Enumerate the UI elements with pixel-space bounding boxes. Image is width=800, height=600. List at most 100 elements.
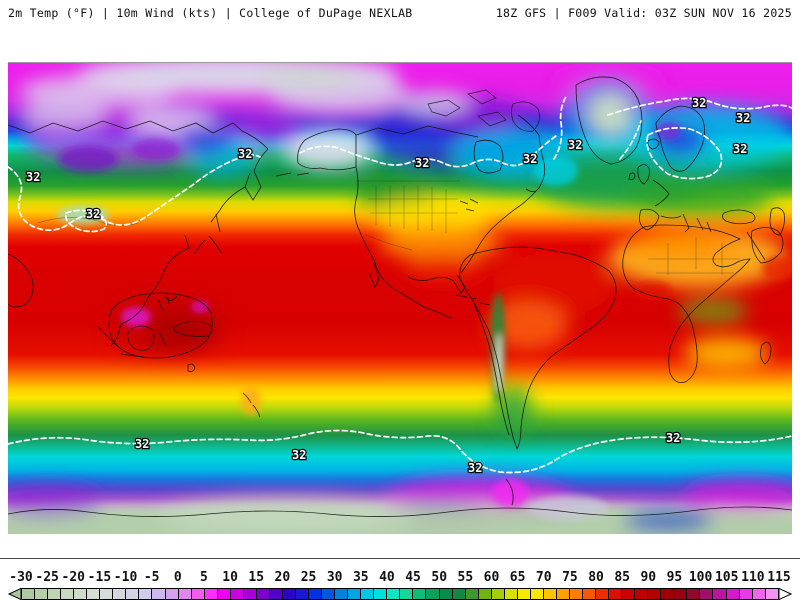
colorbar-cell xyxy=(34,589,48,599)
freezing-line-label: 32 xyxy=(415,156,429,170)
temperature-colorbar xyxy=(8,588,792,600)
colorbar-cell xyxy=(621,589,635,599)
colorbar-cell xyxy=(268,589,282,599)
colorbar-cell xyxy=(308,589,322,599)
colorbar-cell xyxy=(464,589,478,599)
colorbar-cell xyxy=(190,589,204,599)
colorbar-tick-label: 95 xyxy=(666,570,683,585)
colorbar-cell xyxy=(125,589,139,599)
colorbar-cell xyxy=(334,589,348,599)
colorbar-tick-label: 75 xyxy=(562,570,578,585)
colorbar-cell xyxy=(751,589,765,599)
colorbar-cell xyxy=(555,589,569,599)
colorbar-cell xyxy=(47,589,61,599)
freezing-line-label: 32 xyxy=(26,170,40,184)
colorbar-cell xyxy=(255,589,269,599)
colorbar-cell xyxy=(660,589,674,599)
colorbar-cell xyxy=(22,589,35,599)
colorbar-cell xyxy=(595,589,609,599)
colorbar-cell xyxy=(738,589,752,599)
temperature-map-svg: 32 32 32 32 32 32 32 32 32 32 32 32 32 xyxy=(8,63,792,534)
colorbar-tick-label: 10 xyxy=(222,570,238,585)
colorbar-right-arrow xyxy=(779,588,792,600)
colorbar-cell xyxy=(360,589,374,599)
coastlines xyxy=(8,76,792,517)
colorbar-tick-label: 105 xyxy=(714,570,739,585)
colorbar-cell xyxy=(112,589,126,599)
header-product-title: 2m Temp (°F) | 10m Wind (kts) | College … xyxy=(8,6,413,20)
colorbar-cell xyxy=(712,589,726,599)
colorbar-cell xyxy=(386,589,400,599)
colorbar-cell xyxy=(647,589,661,599)
freezing-line-label: 32 xyxy=(736,111,750,125)
colorbar-cell xyxy=(229,589,243,599)
colorbar-cell xyxy=(138,589,152,599)
freezing-line-label: 32 xyxy=(666,431,680,445)
freezing-line-contours xyxy=(8,94,792,474)
colorbar-tick-label: -25 xyxy=(35,570,59,585)
colorbar-cell xyxy=(216,589,230,599)
colorbar-cell xyxy=(516,589,530,599)
freezing-line-label: 32 xyxy=(135,437,149,451)
colorbar-cell xyxy=(425,589,439,599)
freezing-line-label: 32 xyxy=(238,147,252,161)
colorbar-tick-label: 25 xyxy=(300,570,317,585)
colorbar-cell xyxy=(490,589,504,599)
colorbar-cell xyxy=(203,589,217,599)
colorbar-cell xyxy=(294,589,309,599)
colorbar-tick-label: 100 xyxy=(688,570,713,585)
colorbar-tick-label: -30 xyxy=(9,570,33,585)
freezing-line-label: 32 xyxy=(468,461,482,475)
colorbar-cell xyxy=(764,589,778,599)
colorbar-tick-label: 5 xyxy=(200,570,208,585)
freezing-line-label: 32 xyxy=(523,152,537,166)
colorbar-cell xyxy=(686,589,700,599)
freezing-line-label: 32 xyxy=(86,207,100,221)
colorbar-tick-label: 60 xyxy=(483,570,500,585)
separator-rule xyxy=(0,558,800,559)
colorbar-cell xyxy=(568,589,583,599)
political-borders xyxy=(37,135,740,275)
colorbar-cell xyxy=(86,589,100,599)
colorbar-cell xyxy=(477,589,491,599)
colorbar-tick-label: 70 xyxy=(535,570,552,585)
colorbar-cell xyxy=(412,589,426,599)
colorbar-cells xyxy=(21,588,779,600)
colorbar-cell xyxy=(60,589,74,599)
colorbar-cell xyxy=(73,589,87,599)
colorbar-cell xyxy=(529,589,543,599)
colorbar-tick-label: 50 xyxy=(431,570,448,585)
colorbar-cell xyxy=(177,589,191,599)
colorbar-tick-label: 40 xyxy=(379,570,395,585)
colorbar-tick-label: 90 xyxy=(640,570,657,585)
colorbar-cell xyxy=(725,589,739,599)
colorbar-tick-label: -15 xyxy=(87,570,112,585)
freezing-line-label: 32 xyxy=(733,142,747,156)
colorbar-tick-labels: -30 -25 -20 -15 -10 -5 0 5 10 15 20 25 30 35 40 45 50 55 6… xyxy=(8,570,792,586)
colorbar-left-arrow xyxy=(8,588,21,600)
colorbar-cell xyxy=(164,589,178,599)
colorbar-cell xyxy=(503,589,517,599)
colorbar-cell xyxy=(242,589,256,599)
colorbar-cell xyxy=(451,589,465,599)
colorbar-cell xyxy=(438,589,452,599)
colorbar-tick-label: 85 xyxy=(614,570,630,585)
colorbar-cell xyxy=(582,589,596,599)
colorbar-cell xyxy=(281,589,295,599)
colorbar-tick-label: 20 xyxy=(274,570,291,585)
colorbar-cell xyxy=(373,589,387,599)
colorbar-cell xyxy=(542,589,556,599)
header-run-valid-time: 18Z GFS | F009 Valid: 03Z SUN NOV 16 202… xyxy=(495,6,792,20)
colorbar-cell xyxy=(608,589,622,599)
colorbar-cell xyxy=(321,589,335,599)
colorbar-tick-label: 35 xyxy=(352,570,369,585)
colorbar-tick-label: 15 xyxy=(248,570,265,585)
colorbar-cell xyxy=(347,589,361,599)
colorbar-cell xyxy=(399,589,413,599)
colorbar-tick-label: 30 xyxy=(326,570,343,585)
freezing-line-label: 32 xyxy=(568,138,582,152)
colorbar-tick-label: -10 xyxy=(113,570,138,585)
colorbar-cell xyxy=(699,589,713,599)
colorbar-tick-label: 110 xyxy=(741,570,765,585)
colorbar-cell xyxy=(151,589,165,599)
